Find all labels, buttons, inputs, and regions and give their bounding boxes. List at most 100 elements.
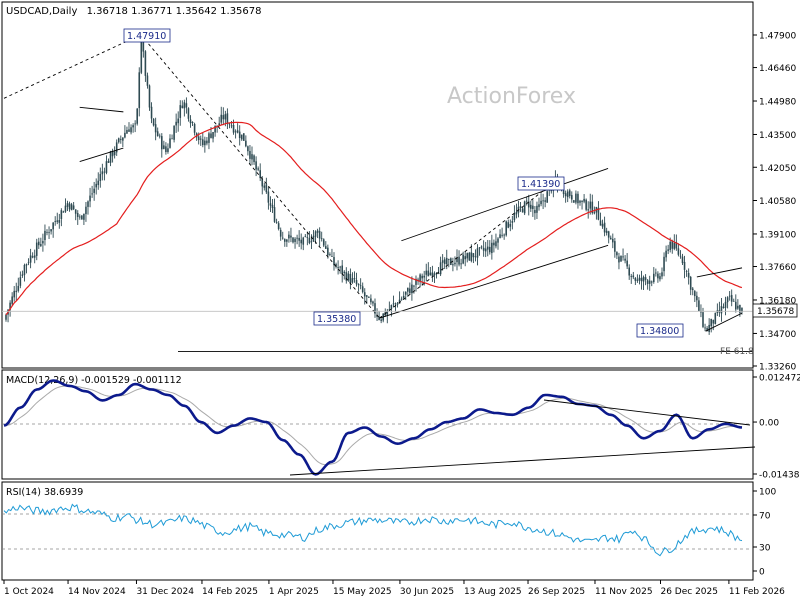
- candle-body: [111, 150, 114, 157]
- candle-body: [673, 242, 676, 249]
- candle-body: [448, 258, 450, 260]
- candle-body: [349, 274, 352, 284]
- candle-body: [48, 232, 50, 234]
- candle-body: [366, 295, 368, 297]
- candle-body: [15, 290, 18, 293]
- candle-body: [587, 209, 589, 211]
- candle-body: [83, 213, 85, 220]
- candle-body: [628, 267, 630, 276]
- candle-body: [327, 247, 329, 256]
- macd-trendline-upper: [543, 399, 751, 426]
- candle-body: [345, 272, 348, 281]
- candle-body: [197, 136, 200, 141]
- price-y-axis: 1.47900 1.46460 1.44980 1.43500 1.42050 1.405…: [753, 32, 796, 373]
- candle-body: [612, 238, 614, 243]
- candle-body: [11, 296, 13, 304]
- candle-body: [425, 270, 428, 275]
- candle-body: [208, 133, 210, 143]
- candle-body: [571, 195, 573, 200]
- candle-body: [407, 287, 409, 292]
- candle-body: [458, 256, 460, 265]
- candle-body: [294, 238, 296, 242]
- candle-body: [476, 248, 479, 258]
- candle-body: [536, 205, 538, 213]
- candle-body: [267, 191, 270, 203]
- candle-body: [489, 246, 491, 253]
- candle-body: [390, 305, 393, 309]
- candle-body: [585, 199, 587, 210]
- candle-body: [120, 138, 122, 140]
- candle-body: [675, 241, 678, 249]
- candle-body: [618, 256, 620, 263]
- candle-body: [728, 295, 731, 297]
- price-y-tick-label: 1.42050: [759, 164, 796, 174]
- candle-body: [632, 275, 635, 278]
- price-y-tick-label: 1.37660: [759, 263, 796, 273]
- candle-body: [509, 224, 512, 227]
- candle-body: [144, 51, 147, 76]
- candle-body: [640, 277, 643, 282]
- candle-body: [222, 115, 225, 120]
- candle-body: [150, 106, 153, 119]
- candle-body: [527, 201, 530, 208]
- candle-body: [44, 230, 46, 241]
- candle-body: [374, 303, 376, 314]
- candle-body: [538, 204, 540, 208]
- candle-body: [156, 131, 159, 136]
- candle-body: [304, 236, 307, 238]
- candle-body: [212, 131, 214, 139]
- candle-body: [193, 123, 196, 133]
- candle-body: [568, 190, 571, 197]
- candle-body: [306, 237, 309, 238]
- candle-body: [460, 263, 462, 265]
- candle-body: [380, 319, 382, 321]
- candle-body: [72, 205, 75, 210]
- candle-body: [142, 40, 145, 52]
- candle-body: [398, 299, 401, 304]
- candle-body: [66, 203, 69, 207]
- candle-body: [659, 276, 661, 280]
- moving-average-line: [5, 121, 743, 316]
- candle-body: [456, 257, 458, 263]
- candle-body: [40, 244, 42, 246]
- price-y-tick-label: 1.39100: [759, 230, 796, 240]
- candle-body: [181, 105, 184, 108]
- candle-body: [452, 264, 454, 266]
- candle-body: [13, 290, 15, 298]
- price-panel-frame: [1, 1, 754, 369]
- candle-body: [320, 238, 323, 240]
- candle-body: [226, 113, 229, 124]
- candle-body: [470, 252, 473, 262]
- candle-body: [732, 300, 735, 302]
- current-price-tag: [752, 303, 798, 318]
- candle-body: [347, 273, 350, 281]
- x-axis-tick-label: 1 Apr 2025: [269, 587, 319, 597]
- macd-signal-line: [4, 385, 743, 466]
- candle-body: [175, 121, 177, 126]
- candle-body: [23, 264, 26, 275]
- candle-body: [575, 193, 577, 203]
- price-y-tick-label: 1.33260: [759, 363, 796, 373]
- candle-body: [671, 240, 674, 249]
- candle-body: [739, 305, 741, 313]
- x-axis-tick-label: 14 Nov 2024: [68, 587, 126, 597]
- candle-body: [93, 188, 95, 193]
- candle-body: [497, 238, 499, 243]
- candle-body: [525, 200, 528, 202]
- candle-body: [58, 220, 61, 223]
- candle-body: [230, 125, 233, 127]
- candle-body: [298, 237, 300, 241]
- candle-body: [657, 273, 659, 279]
- candle-body: [724, 301, 727, 308]
- candle-body: [589, 201, 592, 209]
- candle-body: [238, 131, 241, 139]
- candle-body: [288, 234, 290, 239]
- candle-body: [523, 201, 526, 214]
- candle-body: [363, 292, 366, 297]
- candle-body: [409, 288, 411, 294]
- candle-body: [501, 234, 503, 236]
- candle-body: [605, 230, 608, 233]
- candle-body: [62, 211, 65, 213]
- candle-body: [310, 241, 313, 243]
- rsi-y-tick-label: 30: [759, 544, 771, 554]
